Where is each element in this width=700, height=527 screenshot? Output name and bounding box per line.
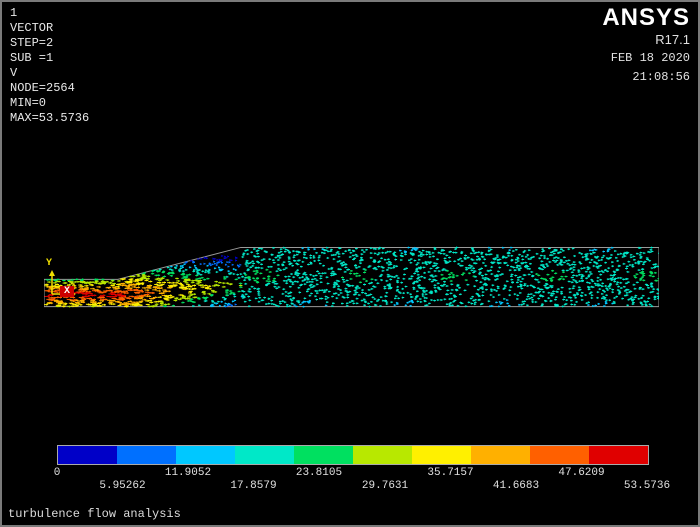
ansys-viewport: 1 VECTOR STEP=2 SUB =1 V NODE=2564 MIN=0… <box>0 0 700 527</box>
footer-title: turbulence flow analysis <box>8 507 181 521</box>
legend-seg <box>589 446 648 464</box>
legend-bar <box>57 445 649 465</box>
legend-seg <box>176 446 235 464</box>
info-block: 1 VECTOR STEP=2 SUB =1 V NODE=2564 MIN=0… <box>10 6 89 126</box>
min-label: MIN=0 <box>10 96 89 111</box>
brand-version: R17.1 <box>602 32 690 47</box>
legend-tick: 53.5736 <box>624 480 670 492</box>
legend-seg <box>235 446 294 464</box>
legend-seg <box>471 446 530 464</box>
legend-tick: 11.9052 <box>165 467 211 479</box>
var-label: V <box>10 66 89 81</box>
legend-tick: 23.8105 <box>296 467 342 479</box>
step-label: STEP=2 <box>10 36 89 51</box>
sub-label: SUB =1 <box>10 51 89 66</box>
legend-tick: 5.95262 <box>99 480 145 492</box>
legend-tick: 29.7631 <box>362 480 408 492</box>
brand-time: 21:08:56 <box>602 70 690 85</box>
brand-block: ANSYS R17.1 FEB 18 2020 21:08:56 <box>602 6 690 85</box>
legend-seg <box>530 446 589 464</box>
node-label: NODE=2564 <box>10 81 89 96</box>
legend-seg <box>58 446 117 464</box>
vector-field <box>44 242 659 310</box>
brand-date: FEB 18 2020 <box>602 51 690 66</box>
brand-name: ANSYS <box>602 6 690 30</box>
legend-seg <box>353 446 412 464</box>
legend-tick: 47.6209 <box>558 467 604 479</box>
legend-seg <box>117 446 176 464</box>
color-legend: 0 11.9052 23.8105 35.7157 47.6209 5.95262 17.8… <box>57 445 647 493</box>
corner-index: 1 <box>10 6 89 21</box>
legend-tick: 41.6683 <box>493 480 539 492</box>
plot-type: VECTOR <box>10 21 89 36</box>
max-label: MAX=53.5736 <box>10 111 89 126</box>
legend-tick: 0 <box>54 467 61 479</box>
vector-plot <box>44 242 659 310</box>
legend-seg <box>412 446 471 464</box>
legend-tick: 17.8579 <box>230 480 276 492</box>
legend-seg <box>294 446 353 464</box>
legend-tick: 35.7157 <box>427 467 473 479</box>
legend-ticks: 0 11.9052 23.8105 35.7157 47.6209 5.95262 17.8… <box>57 465 647 493</box>
